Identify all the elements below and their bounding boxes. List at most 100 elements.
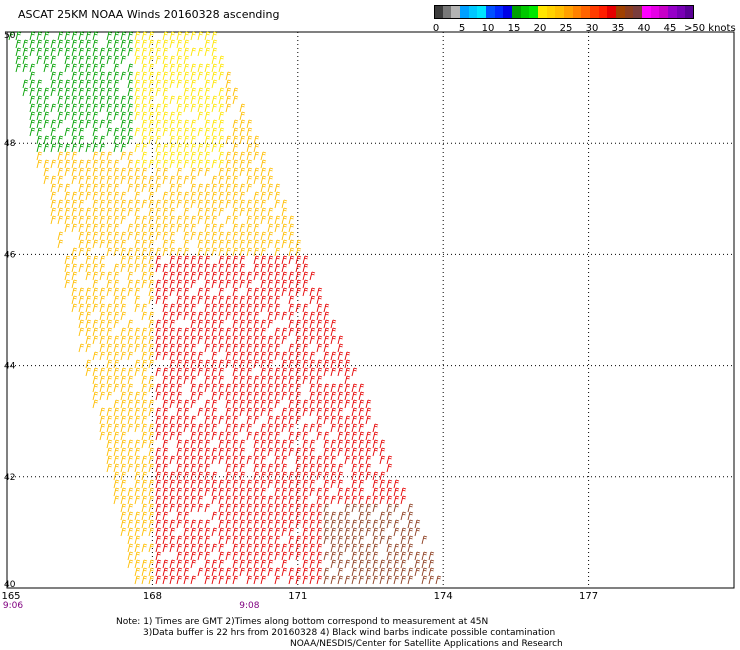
wind-barb bbox=[64, 79, 71, 89]
wind-barb bbox=[309, 367, 316, 377]
wind-barb bbox=[64, 87, 71, 97]
wind-barb bbox=[169, 79, 176, 89]
wind-barb bbox=[162, 207, 169, 217]
wind-barb bbox=[302, 463, 309, 473]
wind-barb bbox=[225, 399, 232, 409]
wind-barb bbox=[274, 471, 281, 481]
wind-barb bbox=[113, 95, 120, 105]
wind-barb bbox=[127, 31, 134, 41]
wind-barb bbox=[232, 327, 239, 337]
wind-barb bbox=[218, 287, 225, 297]
wind-barb bbox=[225, 311, 232, 321]
wind-barb bbox=[267, 447, 274, 457]
wind-barb bbox=[85, 247, 92, 257]
wind-barb bbox=[64, 47, 71, 57]
wind-barb bbox=[253, 239, 260, 249]
wind-barb bbox=[190, 423, 197, 433]
wind-barb bbox=[113, 199, 120, 209]
wind-barb bbox=[337, 551, 344, 561]
wind-barb bbox=[218, 95, 225, 105]
wind-barb bbox=[176, 215, 183, 225]
wind-barb bbox=[260, 543, 267, 553]
wind-barb bbox=[169, 351, 176, 361]
wind-barb bbox=[232, 503, 239, 513]
wind-barb bbox=[288, 383, 295, 393]
wind-barb bbox=[232, 519, 239, 529]
wind-barb bbox=[169, 215, 176, 225]
wind-barb bbox=[393, 559, 400, 569]
wind-barb bbox=[218, 143, 225, 153]
wind-barb bbox=[253, 503, 260, 513]
wind-barb bbox=[71, 223, 78, 233]
wind-barb bbox=[36, 119, 43, 129]
wind-barb bbox=[232, 199, 239, 209]
wind-barb bbox=[162, 543, 169, 553]
wind-barb bbox=[288, 471, 295, 481]
wind-barb bbox=[316, 503, 323, 513]
wind-barb bbox=[113, 279, 120, 289]
wind-barb bbox=[246, 527, 253, 537]
wind-barb bbox=[78, 215, 85, 225]
wind-barb bbox=[365, 399, 372, 409]
wind-barb bbox=[323, 503, 330, 513]
wind-barb bbox=[351, 543, 358, 553]
wind-barb bbox=[239, 311, 246, 321]
wind-barb bbox=[407, 551, 414, 561]
wind-barb bbox=[288, 519, 295, 529]
wind-barb bbox=[414, 559, 421, 569]
wind-barb bbox=[260, 551, 267, 561]
wind-barb bbox=[316, 399, 323, 409]
wind-barb bbox=[15, 39, 22, 49]
wind-barb bbox=[218, 223, 225, 233]
wind-barb bbox=[211, 391, 218, 401]
wind-barb bbox=[155, 335, 162, 345]
wind-barb bbox=[85, 223, 92, 233]
wind-barb bbox=[50, 199, 57, 209]
wind-barb bbox=[183, 79, 190, 89]
wind-barb bbox=[113, 415, 120, 425]
wind-barb bbox=[141, 311, 148, 321]
wind-barb bbox=[50, 175, 57, 185]
wind-barb bbox=[232, 95, 239, 105]
wind-barb bbox=[169, 383, 176, 393]
wind-barb bbox=[274, 199, 281, 209]
wind-barb bbox=[225, 527, 232, 537]
wind-barb bbox=[162, 399, 169, 409]
wind-barb bbox=[407, 511, 414, 521]
wind-barb bbox=[421, 559, 428, 569]
wind-barb bbox=[323, 455, 330, 465]
wind-barb bbox=[57, 103, 64, 113]
wind-barb bbox=[127, 375, 134, 385]
wind-barb bbox=[134, 559, 141, 569]
wind-barb bbox=[176, 343, 183, 353]
wind-barb bbox=[155, 511, 162, 521]
wind-barb bbox=[225, 407, 232, 417]
wind-barb bbox=[113, 191, 120, 201]
wind-barb bbox=[274, 295, 281, 305]
wind-barb bbox=[162, 407, 169, 417]
wind-barb bbox=[309, 391, 316, 401]
wind-barb bbox=[64, 263, 71, 273]
wind-barb bbox=[162, 55, 169, 65]
wind-barb bbox=[141, 247, 148, 257]
wind-barb bbox=[323, 327, 330, 337]
wind-barb bbox=[120, 111, 127, 121]
wind-barb bbox=[316, 495, 323, 505]
wind-barb bbox=[232, 231, 239, 241]
wind-barb bbox=[127, 255, 134, 265]
wind-barb bbox=[232, 287, 239, 297]
wind-barb bbox=[127, 391, 134, 401]
wind-barb bbox=[36, 31, 43, 41]
wind-barb bbox=[351, 423, 358, 433]
wind-barb bbox=[197, 103, 204, 113]
wind-barb bbox=[190, 479, 197, 489]
wind-barb bbox=[85, 159, 92, 169]
wind-barb bbox=[141, 31, 148, 41]
wind-barb bbox=[155, 295, 162, 305]
wind-barb bbox=[246, 423, 253, 433]
wind-barb bbox=[71, 79, 78, 89]
wind-barb bbox=[316, 431, 323, 441]
wind-barb bbox=[316, 375, 323, 385]
wind-barb bbox=[204, 327, 211, 337]
wind-barb bbox=[253, 439, 260, 449]
